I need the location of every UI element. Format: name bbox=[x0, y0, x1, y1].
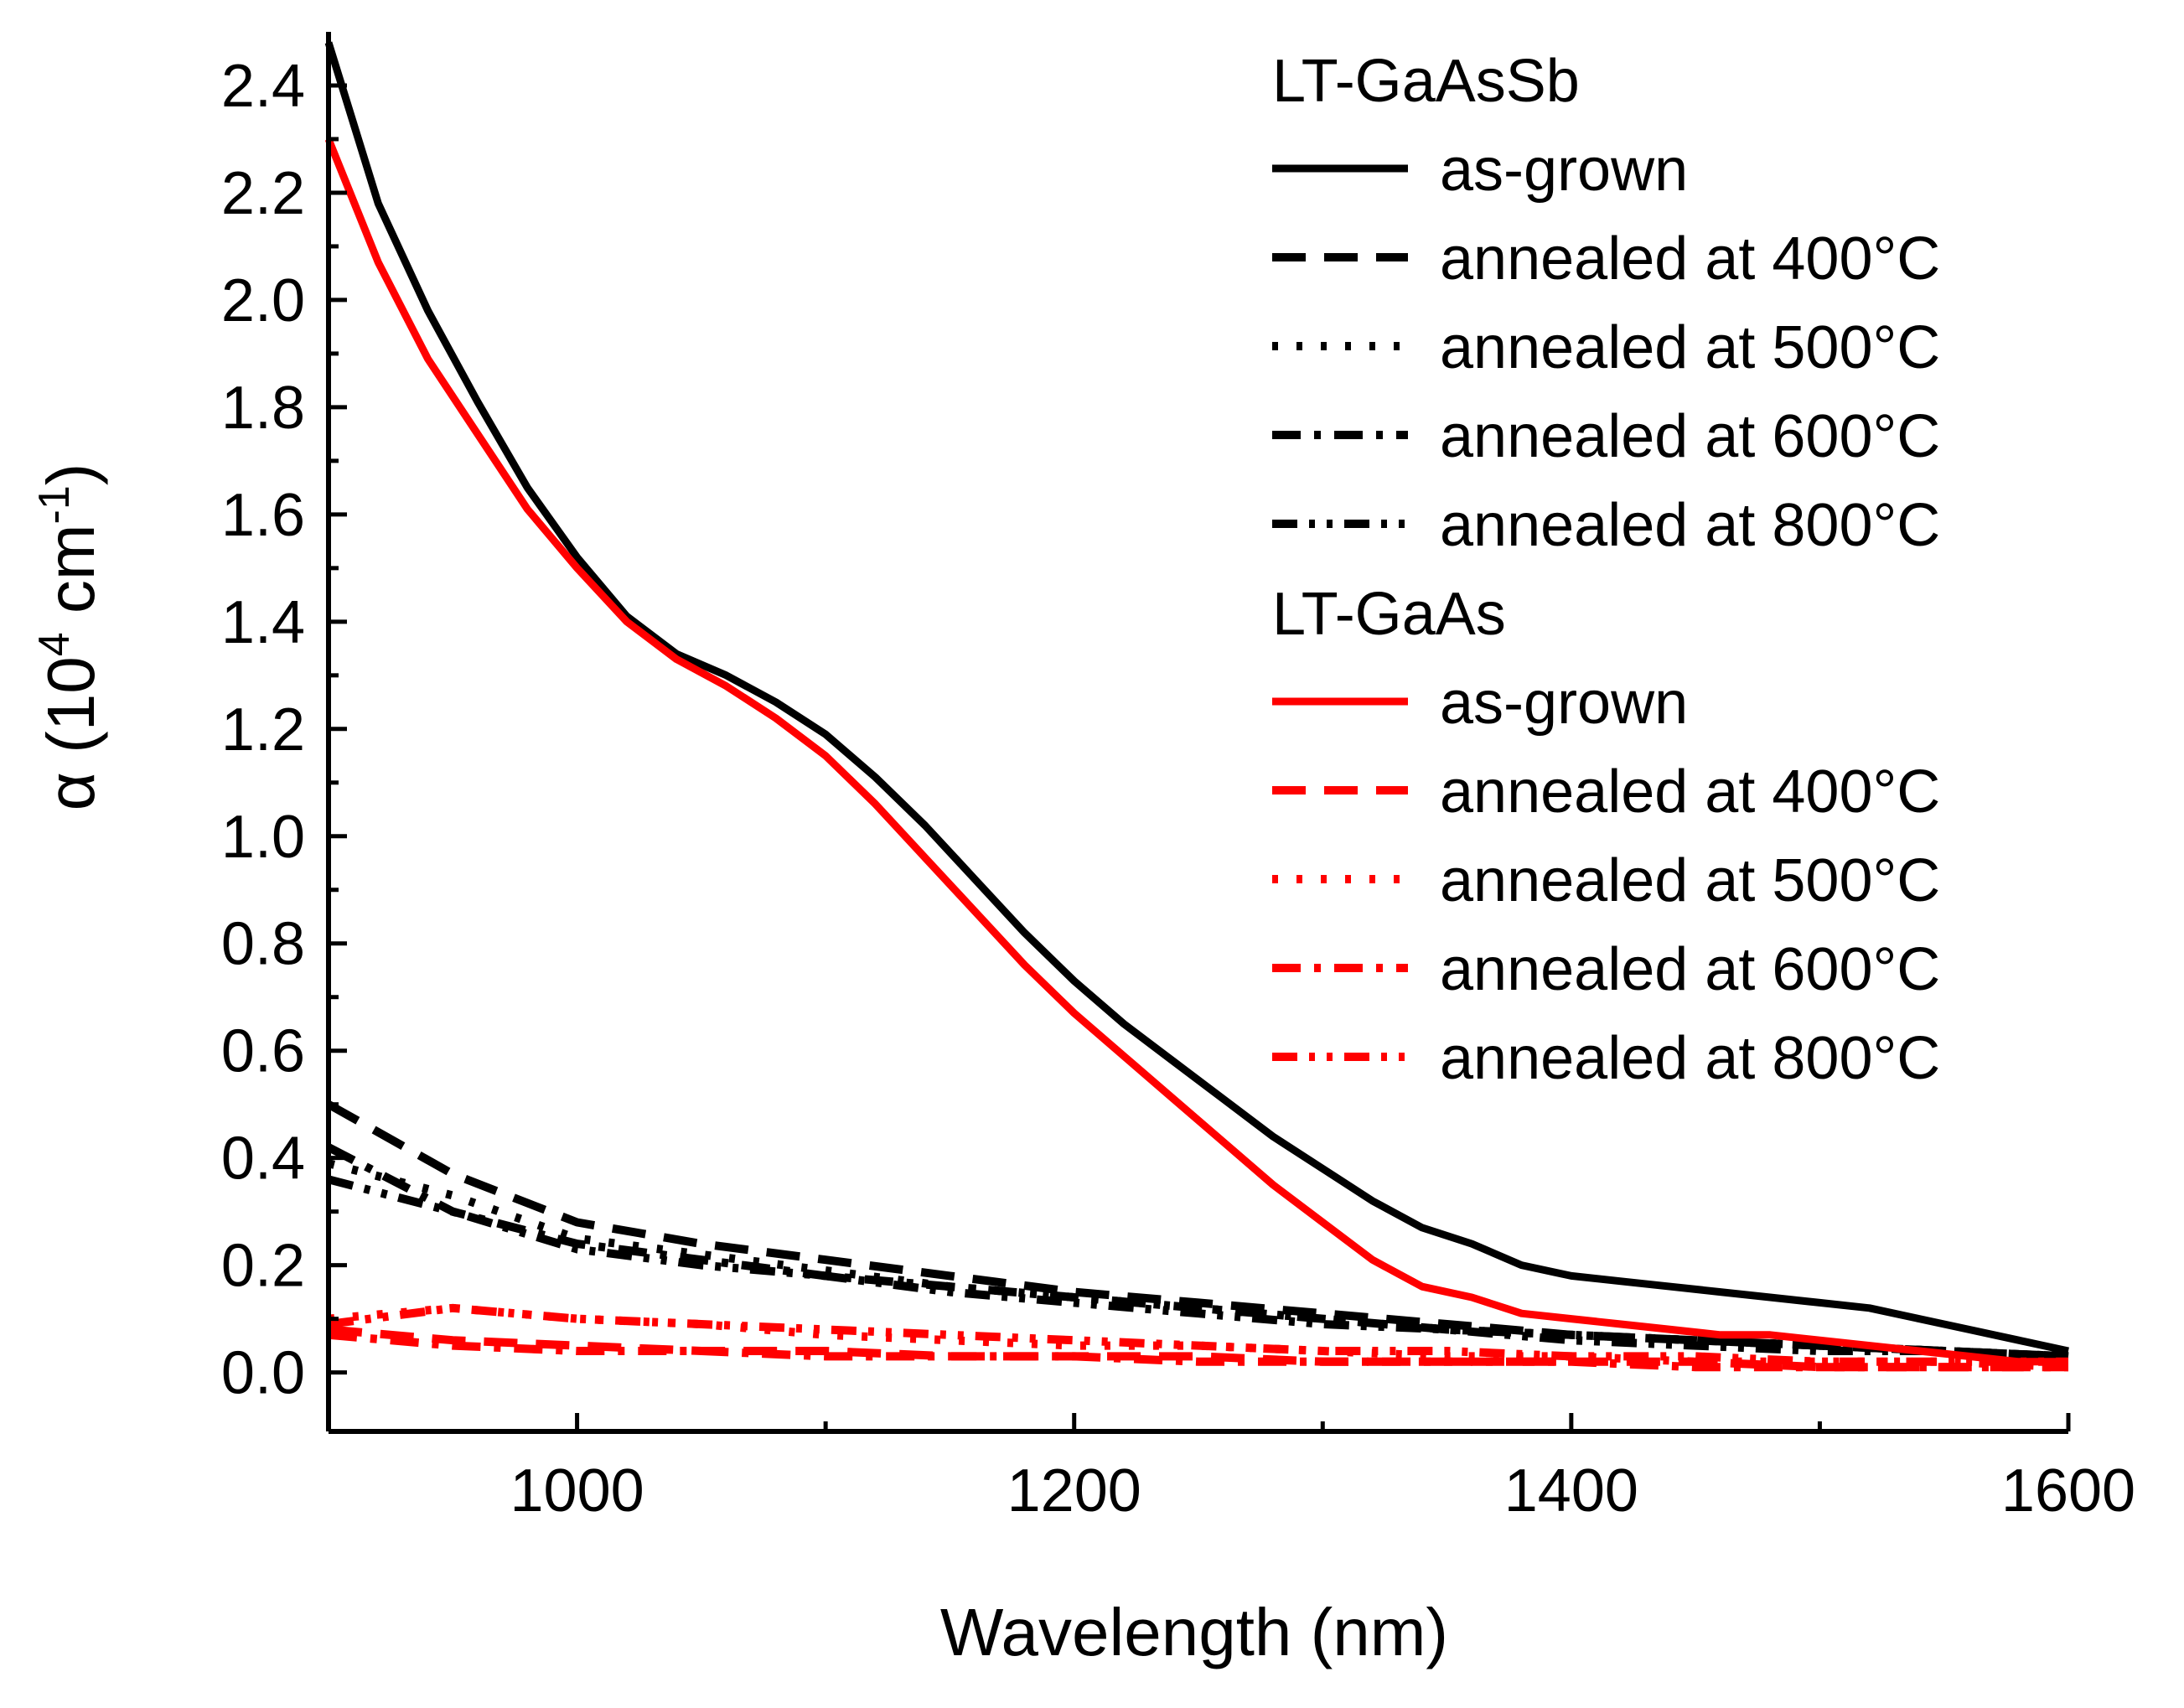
series-line-lt-gaassb-as-grown bbox=[324, 41, 2069, 1355]
series-layer bbox=[324, 41, 2069, 1372]
y-axis-title-suffix: ) bbox=[34, 463, 108, 486]
y-axis-title-prefix: α (10 bbox=[34, 656, 108, 810]
y-axis-title-mid: cm bbox=[34, 524, 108, 632]
legend-label: annealed at 400°C bbox=[1440, 758, 1940, 826]
series-line-lt-gaas-annealed-at-600-c bbox=[328, 1330, 2068, 1372]
series-line-lt-gaas-annealed-at-800-c bbox=[328, 1303, 2068, 1366]
legend-label: as-grown bbox=[1440, 137, 1688, 204]
y-tick-label: 1.4 bbox=[221, 589, 305, 656]
legend-group-title: LT-GaAs bbox=[1272, 581, 1506, 648]
y-axis-title-exponent-2: -1 bbox=[30, 485, 79, 524]
series-line-lt-gaassb-annealed-at-600-c bbox=[326, 1143, 2069, 1361]
legend-label: annealed at 600°C bbox=[1440, 936, 1940, 1003]
x-tick-label: 1000 bbox=[510, 1457, 644, 1524]
y-tick-label: 0.4 bbox=[221, 1126, 305, 1193]
x-tick-label: 1600 bbox=[2001, 1457, 2135, 1524]
legend-label: annealed at 400°C bbox=[1440, 225, 1940, 292]
x-tick-label: 1200 bbox=[1007, 1457, 1141, 1524]
series-line-lt-gaassb-annealed-at-800-c bbox=[327, 1175, 2069, 1361]
y-tick-label: 2.4 bbox=[221, 53, 305, 120]
legend-label: annealed at 600°C bbox=[1440, 403, 1940, 470]
x-axis-title: Wavelength (nm) bbox=[940, 1595, 1448, 1669]
x-tick-label: 1400 bbox=[1504, 1457, 1638, 1524]
legend-label: annealed at 800°C bbox=[1440, 1025, 1940, 1092]
legend-label: as-grown bbox=[1440, 670, 1688, 737]
y-tick-label: 0.6 bbox=[221, 1018, 305, 1085]
axes-layer: 1000 1200 1400 1600 0.0 0.2 0.4 0.6 0.8 1.0 1.2 1.4… bbox=[221, 32, 2135, 1524]
y-tick-label: 0.8 bbox=[221, 911, 305, 978]
series-line-lt-gaas-as-grown bbox=[324, 137, 2068, 1366]
y-axis-title-exponent-1: 4 bbox=[30, 632, 79, 656]
y-tick-label: 0.0 bbox=[221, 1340, 305, 1407]
legend-label: annealed at 500°C bbox=[1440, 314, 1940, 381]
y-tick-label: 1.0 bbox=[221, 804, 305, 871]
y-axis-title: α (104 cm-1) bbox=[30, 463, 108, 811]
legend-label: annealed at 800°C bbox=[1440, 492, 1940, 559]
legend: LT-GaAsSb as-grown annealed at 400°C anneal… bbox=[1272, 48, 1940, 1092]
y-tick-label: 1.2 bbox=[221, 696, 305, 763]
legend-group-title: LT-GaAsSb bbox=[1272, 48, 1580, 115]
legend-label: annealed at 500°C bbox=[1440, 847, 1940, 914]
y-tick-label: 0.2 bbox=[221, 1233, 305, 1300]
y-tick-label: 2.0 bbox=[221, 267, 305, 334]
y-tick-label: 1.6 bbox=[221, 482, 305, 549]
y-tick-label: 2.2 bbox=[221, 160, 305, 227]
y-tick-label: 1.8 bbox=[221, 375, 305, 442]
